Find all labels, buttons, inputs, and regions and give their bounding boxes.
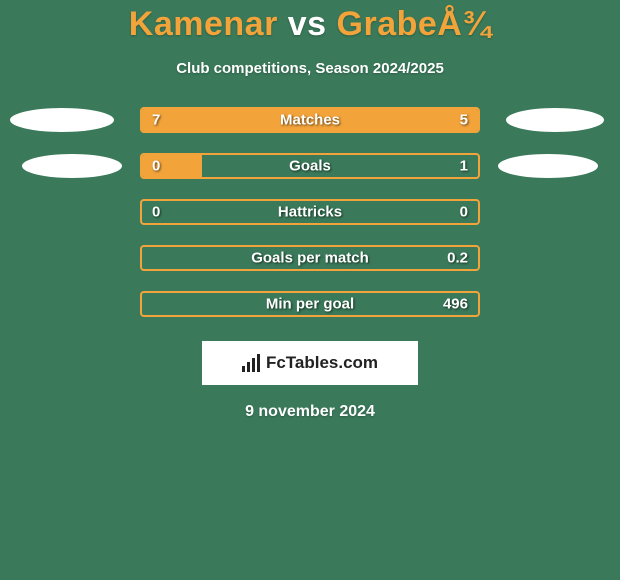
stat-left-value: 0 <box>152 158 160 175</box>
footer-date: 9 november 2024 <box>0 403 620 421</box>
stat-rows: 7 5 Matches 0 1 Goals 0 0 Hattricks 0.2 Goals per … <box>0 107 620 317</box>
stat-bar: 0.2 Goals per match <box>140 245 480 271</box>
stat-right-value: 1 <box>460 158 468 175</box>
stat-right-value: 5 <box>460 112 468 129</box>
stat-label: Goals <box>289 158 331 175</box>
stat-right-value: 0 <box>460 204 468 221</box>
stat-left-value: 0 <box>152 204 160 221</box>
stat-right-value: 0.2 <box>447 250 468 267</box>
stat-right-value: 496 <box>443 296 468 313</box>
right-ellipse <box>506 108 604 132</box>
stat-bar: 7 5 Matches <box>140 107 480 133</box>
page-title: Kamenar vs GrabeÅ¾ <box>0 5 620 44</box>
stat-row: 0.2 Goals per match <box>0 245 620 271</box>
subtitle: Club competitions, Season 2024/2025 <box>0 60 620 77</box>
right-slot <box>498 154 618 178</box>
stat-row: 7 5 Matches <box>0 107 620 133</box>
stat-label: Goals per match <box>251 250 369 267</box>
left-ellipse <box>22 154 122 178</box>
title-left: Kamenar <box>129 5 278 43</box>
left-slot <box>2 154 122 178</box>
bar-chart-icon <box>242 354 260 372</box>
stat-left-value: 7 <box>152 112 160 129</box>
right-ellipse <box>498 154 598 178</box>
stat-row: 0 0 Hattricks <box>0 199 620 225</box>
logo-box[interactable]: FcTables.com <box>202 341 418 385</box>
stat-label: Matches <box>280 112 340 129</box>
stat-bar: 0 1 Goals <box>140 153 480 179</box>
right-slot <box>498 108 618 132</box>
left-ellipse <box>10 108 114 132</box>
logo-text: FcTables.com <box>266 353 378 373</box>
stat-row: 496 Min per goal <box>0 291 620 317</box>
left-slot <box>2 108 122 132</box>
title-right: GrabeÅ¾ <box>337 5 492 43</box>
stat-label: Min per goal <box>266 296 354 313</box>
stat-bar: 0 0 Hattricks <box>140 199 480 225</box>
stat-row: 0 1 Goals <box>0 153 620 179</box>
content: Kamenar vs GrabeÅ¾ Club competitions, Se… <box>0 0 620 421</box>
title-vs: vs <box>288 5 327 43</box>
bar-fill-right <box>337 109 478 131</box>
stat-bar: 496 Min per goal <box>140 291 480 317</box>
stat-label: Hattricks <box>278 204 342 221</box>
